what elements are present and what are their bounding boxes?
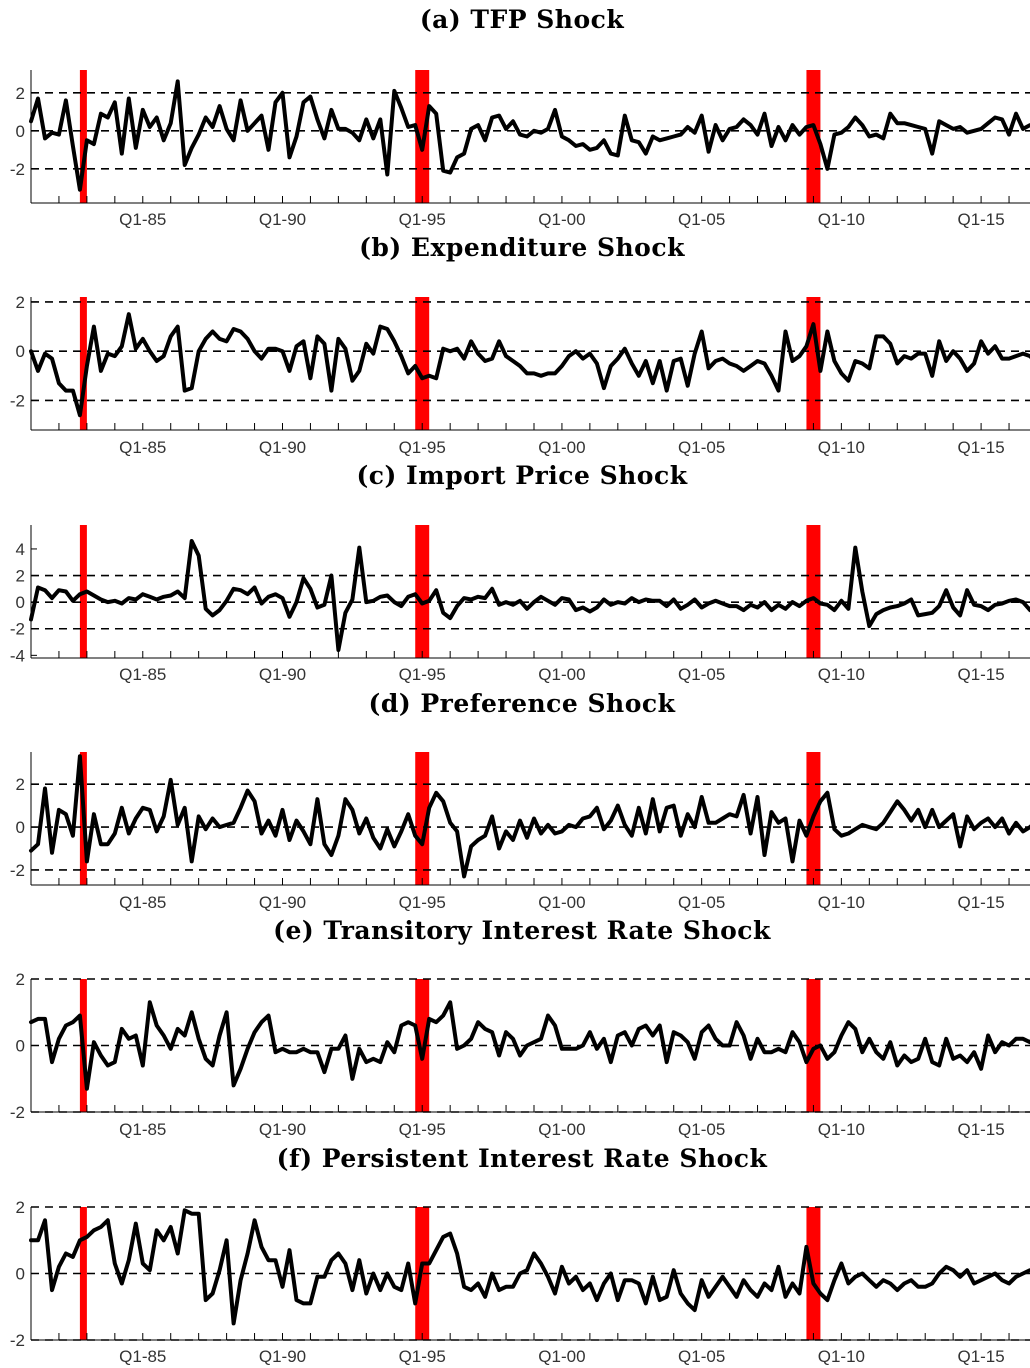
recession-bar [806, 979, 821, 1112]
x-tick-label: Q1-00 [538, 438, 585, 457]
x-tick-label: Q1-05 [678, 893, 725, 912]
x-tick-label: Q1-95 [399, 665, 446, 684]
chart-title: (f) Persistent Interest Rate Shock [277, 1144, 768, 1173]
x-tick-label: Q1-90 [259, 893, 306, 912]
recession-bar [806, 525, 821, 658]
y-tick-label: 2 [16, 1198, 25, 1217]
y-tick-label: 2 [16, 567, 25, 586]
x-tick-label: Q1-85 [119, 893, 166, 912]
y-tick-label: -2 [10, 1331, 25, 1350]
x-tick-label: Q1-10 [818, 1120, 865, 1139]
recession-bar [79, 70, 87, 203]
x-tick-label: Q1-10 [818, 210, 865, 229]
y-tick-label: -4 [10, 646, 25, 665]
recession-bar [79, 1207, 87, 1340]
recession-bar [415, 979, 430, 1112]
y-tick-label: 4 [16, 540, 25, 559]
recession-bar [415, 752, 430, 885]
y-tick-label: 0 [16, 122, 25, 141]
y-tick-label: 2 [16, 84, 25, 103]
x-tick-label: Q1-95 [399, 438, 446, 457]
y-tick-label: -2 [10, 160, 25, 179]
x-tick-label: Q1-10 [818, 438, 865, 457]
x-tick-label: Q1-90 [259, 1347, 306, 1366]
chart-panel-a: (a) TFP Shock Q1-85 Q1-90 Q1-95 Q1-00 Q1-05 Q1… [10, 5, 1030, 229]
y-tick-label: -2 [10, 391, 25, 410]
y-tick-label: 0 [16, 342, 25, 361]
recession-bar [806, 70, 821, 203]
chart-panel-c: (c) Import Price Shock Q1-85 Q1-90 Q1-95 Q1-… [10, 461, 1030, 684]
y-tick-label: 0 [16, 818, 25, 837]
x-tick-label: Q1-85 [119, 665, 166, 684]
x-tick-label: Q1-05 [678, 665, 725, 684]
x-tick-label: Q1-05 [678, 438, 725, 457]
recession-bar [415, 297, 430, 430]
chart-title: (e) Transitory Interest Rate Shock [273, 916, 771, 945]
y-tick-label: 2 [16, 775, 25, 794]
x-tick-label: Q1-95 [399, 893, 446, 912]
chart-panel-b: (b) Expenditure Shock Q1-85 Q1-90 Q1-95 Q1-0… [10, 233, 1030, 457]
y-tick-label: -2 [10, 1103, 25, 1122]
chart-title: (c) Import Price Shock [356, 461, 687, 490]
chart-title: (b) Expenditure Shock [359, 233, 685, 262]
x-tick-label: Q1-10 [818, 1347, 865, 1366]
x-tick-label: Q1-95 [399, 210, 446, 229]
recession-bar [415, 525, 430, 658]
x-tick-label: Q1-95 [399, 1120, 446, 1139]
x-tick-label: Q1-15 [957, 1347, 1004, 1366]
shock-series-line [29, 312, 1030, 418]
x-tick-label: Q1-85 [119, 1120, 166, 1139]
x-tick-label: Q1-05 [678, 210, 725, 229]
x-tick-label: Q1-10 [818, 893, 865, 912]
x-tick-label: Q1-15 [957, 438, 1004, 457]
shock-series-line [29, 1208, 1030, 1326]
shock-series-line [29, 754, 1030, 879]
x-tick-label: Q1-00 [538, 893, 585, 912]
x-tick-label: Q1-15 [957, 210, 1004, 229]
chart-panel-d: (d) Preference Shock Q1-85 Q1-90 Q1-95 Q1-00… [10, 689, 1030, 912]
x-tick-label: Q1-15 [957, 665, 1004, 684]
shock-series-line [29, 79, 1030, 192]
y-tick-label: 0 [16, 1265, 25, 1284]
chart-title: (a) TFP Shock [420, 5, 625, 34]
y-tick-label: 0 [16, 593, 25, 612]
x-tick-label: Q1-10 [818, 665, 865, 684]
x-tick-label: Q1-90 [259, 438, 306, 457]
x-tick-label: Q1-00 [538, 1347, 585, 1366]
chart-title: (d) Preference Shock [369, 689, 676, 718]
x-tick-label: Q1-15 [957, 893, 1004, 912]
x-tick-label: Q1-90 [259, 665, 306, 684]
recession-bar [79, 297, 87, 430]
x-tick-label: Q1-00 [538, 1120, 585, 1139]
y-tick-label: 2 [16, 293, 25, 312]
y-tick-label: 0 [16, 1037, 25, 1056]
y-tick-label: -2 [10, 861, 25, 880]
x-tick-label: Q1-05 [678, 1347, 725, 1366]
x-tick-label: Q1-90 [259, 1120, 306, 1139]
x-tick-label: Q1-85 [119, 210, 166, 229]
x-tick-label: Q1-05 [678, 1120, 725, 1139]
x-tick-label: Q1-85 [119, 438, 166, 457]
shock-series-line [29, 1000, 1030, 1091]
shock-series-line [29, 539, 1030, 652]
x-tick-label: Q1-00 [538, 665, 585, 684]
y-tick-label: 2 [16, 970, 25, 989]
chart-panel-f: (f) Persistent Interest Rate Shock Q1-85 Q… [10, 1144, 1030, 1366]
x-tick-label: Q1-00 [538, 210, 585, 229]
chart-panel-e: (e) Transitory Interest Rate Shock Q1-85 Q… [10, 916, 1030, 1139]
x-tick-label: Q1-95 [399, 1347, 446, 1366]
x-tick-label: Q1-90 [259, 210, 306, 229]
x-tick-label: Q1-15 [957, 1120, 1004, 1139]
x-tick-label: Q1-85 [119, 1347, 166, 1366]
y-tick-label: -2 [10, 620, 25, 639]
recession-bar [415, 70, 430, 203]
